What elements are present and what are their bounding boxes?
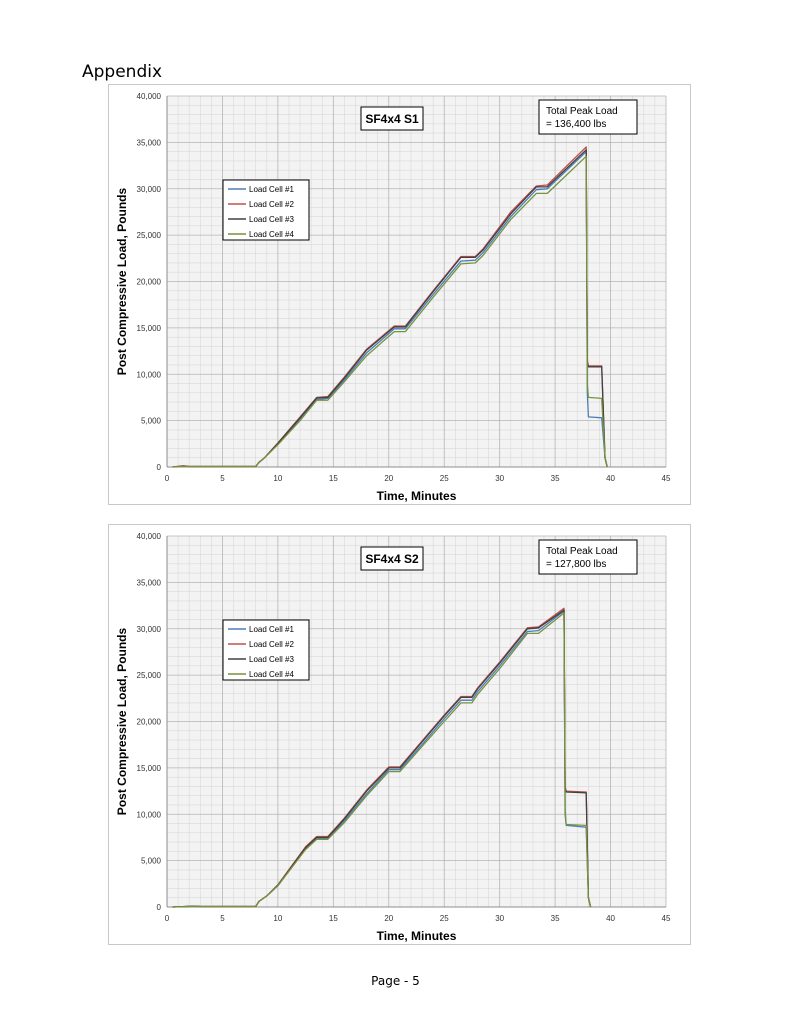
chart-s2-svg: 0 5 10 15 20 25 30 35 40 45 0 5,000 10,000 15,000 20,0… (115, 532, 671, 943)
legend-label: Load Cell #4 (249, 230, 294, 239)
x-tick-label: 20 (384, 914, 393, 923)
y-tick-label: 0 (157, 903, 162, 912)
y-tick-label: 20,000 (137, 718, 162, 727)
x-tick-label: 35 (551, 474, 560, 483)
y-tick-label: 0 (157, 463, 162, 472)
x-tick-label: 15 (329, 474, 338, 483)
chart-s2: 0 5 10 15 20 25 30 35 40 45 0 5,000 10,000 15,000 20,0… (108, 524, 691, 945)
chart-s1: 0 5 10 15 20 25 30 35 40 45 0 5,000 10,000 15,000 20,0… (108, 84, 691, 505)
annotation-box (538, 539, 638, 575)
y-tick-label: 10,000 (137, 810, 162, 819)
x-tick-label: 20 (384, 474, 393, 483)
y-tick-label: 5,000 (141, 857, 162, 866)
legend-box (222, 179, 310, 241)
x-tick-label: 5 (220, 474, 225, 483)
x-tick-label: 30 (495, 474, 504, 483)
x-tick-label: 10 (273, 914, 282, 923)
annotation-box (538, 99, 638, 135)
chart-title: SF4x4 S1 (365, 112, 419, 126)
y-tick-label: 25,000 (137, 671, 162, 680)
series-lines (172, 146, 608, 468)
x-tick-label: 5 (220, 914, 225, 923)
series-lines (172, 607, 592, 908)
y-tick-label: 5,000 (141, 417, 162, 426)
legend-label: Load Cell #4 (249, 670, 294, 679)
y-tick-label: 40,000 (137, 92, 162, 101)
chart-title: SF4x4 S2 (365, 552, 419, 566)
annotation-text: Total Peak Load (546, 106, 618, 117)
legend-label: Load Cell #1 (249, 185, 294, 194)
legend-label: Load Cell #2 (249, 200, 294, 209)
chart-title-box (360, 546, 424, 571)
y-axis-title: Post Compressive Load, Pounds (115, 627, 129, 815)
x-tick-label: 0 (165, 474, 170, 483)
x-tick-label: 40 (606, 914, 615, 923)
y-tick-label: 35,000 (137, 138, 162, 147)
annotation-text: = 127,800 lbs (546, 559, 606, 570)
annotation-text: Total Peak Load (546, 546, 618, 557)
legend-label: Load Cell #3 (249, 215, 294, 224)
y-tick-label: 20,000 (137, 278, 162, 287)
legend-label: Load Cell #1 (249, 625, 294, 634)
gridlines (166, 95, 667, 468)
x-tick-label: 35 (551, 914, 560, 923)
x-tick-label: 45 (662, 474, 671, 483)
annotation-text: = 136,400 lbs (546, 119, 606, 130)
chart-title-box (360, 106, 424, 131)
y-tick-label: 35,000 (137, 578, 162, 587)
x-tick-label: 30 (495, 914, 504, 923)
y-tick-label: 30,000 (137, 625, 162, 634)
x-tick-label: 45 (662, 914, 671, 923)
y-tick-label: 15,000 (137, 324, 162, 333)
y-tick-label: 10,000 (137, 370, 162, 379)
x-axis-title: Time, Minutes (377, 929, 457, 943)
y-tick-label: 30,000 (137, 185, 162, 194)
y-tick-label: 25,000 (137, 231, 162, 240)
x-axis-title: Time, Minutes (377, 489, 457, 503)
x-tick-label: 25 (440, 914, 449, 923)
x-tick-label: 40 (606, 474, 615, 483)
y-tick-label: 40,000 (137, 532, 162, 541)
y-axis-title: Post Compressive Load, Pounds (115, 187, 129, 375)
gridlines (166, 535, 667, 908)
legend-label: Load Cell #2 (249, 640, 294, 649)
x-tick-label: 10 (273, 474, 282, 483)
legend-box (222, 619, 310, 681)
page-heading: Appendix (82, 62, 163, 82)
x-tick-label: 0 (165, 914, 170, 923)
legend-label: Load Cell #3 (249, 655, 294, 664)
y-tick-label: 15,000 (137, 764, 162, 773)
series-line (172, 612, 592, 908)
series-line (172, 155, 608, 468)
chart-s1-svg: 0 5 10 15 20 25 30 35 40 45 0 5,000 10,000 15,000 20,0… (115, 92, 671, 503)
page-footer: Page - 5 (371, 974, 420, 988)
x-tick-label: 25 (440, 474, 449, 483)
x-tick-label: 15 (329, 914, 338, 923)
